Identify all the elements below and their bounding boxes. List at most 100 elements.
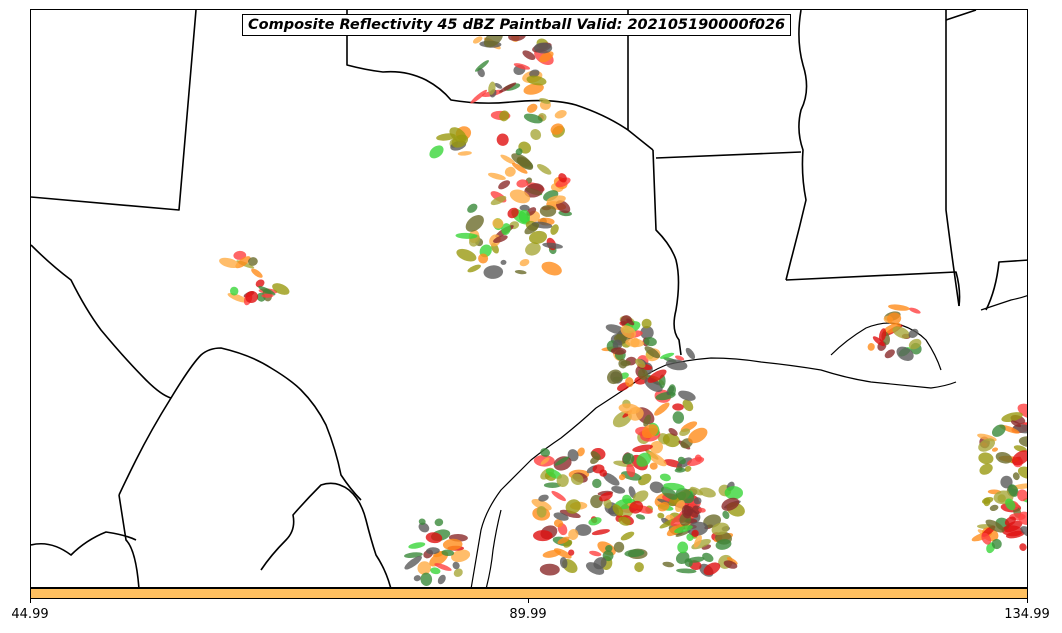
reflectivity-cell: [643, 414, 651, 427]
state-border-la-ms: [785, 271, 961, 307]
colorbar-label-max: 134.99: [1004, 607, 1050, 622]
reflectivity-cell: [1019, 543, 1027, 551]
reflectivity-cell: [429, 551, 449, 567]
reflectivity-cell: [711, 522, 730, 536]
reflectivity-cell: [490, 195, 507, 206]
map-canvas: [31, 10, 1027, 587]
reflectivity-cell: [555, 200, 571, 214]
reflectivity-cell: [672, 411, 685, 424]
colorbar-tick-mid: [528, 599, 529, 603]
reflectivity-cell: [686, 556, 705, 563]
reflectivity-cell: [660, 352, 675, 359]
colorbar-label-mid: 89.99: [509, 607, 547, 622]
reflectivity-cell: [541, 261, 562, 276]
reflectivity-cell: [426, 547, 440, 555]
reflectivity-cell: [637, 368, 649, 380]
reflectivity-cell: [722, 510, 730, 520]
reflectivity-cell: [233, 250, 247, 260]
reflectivity-cell: [668, 384, 677, 396]
state-border-nm-west: [31, 10, 197, 211]
reflectivity-cell: [981, 532, 992, 545]
reflectivity-cell: [413, 575, 421, 582]
reflectivity-cell: [467, 264, 481, 273]
reflectivity-cell: [524, 222, 540, 235]
colorbar-tick-max: [1027, 599, 1028, 603]
reflectivity-cell: [618, 403, 640, 415]
colorbar-label-min: 44.99: [11, 607, 49, 622]
reflectivity-cell: [685, 347, 696, 360]
reflectivity-cell: [565, 499, 581, 514]
reflectivity-cell: [451, 549, 471, 563]
reflectivity-cell: [553, 512, 569, 521]
reflectivity-cell: [554, 456, 569, 466]
reflectivity-cell: [526, 103, 538, 113]
reflectivity-cell: [408, 542, 426, 549]
state-border-tx-panhandle: [346, 10, 654, 151]
reflectivity-cell: [522, 50, 536, 61]
reflectivity-cell: [908, 328, 919, 338]
reflectivity-cell: [991, 538, 1002, 550]
state-border-tx-la: [652, 149, 682, 356]
reflectivity-cell: [488, 81, 496, 95]
reflectivity-cell: [452, 561, 460, 570]
reflectivity-cell: [550, 123, 564, 135]
reflectivity-cell: [524, 183, 544, 198]
reflectivity-cell: [674, 467, 686, 473]
reflectivity-cell: [677, 541, 689, 554]
reflectivity-cell: [672, 403, 684, 411]
reflectivity-cell: [628, 486, 636, 499]
reflectivity-cell: [649, 462, 658, 470]
reflectivity-cell: [632, 444, 653, 453]
reflectivity-cell: [649, 481, 664, 494]
reflectivity-cell: [693, 497, 702, 505]
reflectivity-cell: [539, 205, 557, 217]
reflectivity-cell: [437, 574, 446, 585]
reflectivity-cell: [991, 424, 1006, 437]
reflectivity-cell: [558, 173, 567, 183]
reflectivity-cell: [1010, 420, 1022, 428]
reflectivity-cell: [504, 166, 516, 177]
reflectivity-cell: [618, 474, 626, 481]
reflectivity-cell: [559, 509, 581, 518]
reflectivity-cell: [418, 522, 430, 533]
reflectivity-cell: [591, 529, 610, 536]
reflectivity-cell: [618, 358, 628, 369]
reflectivity-cell: [441, 549, 455, 557]
reflectivity-cell: [675, 487, 695, 504]
reflectivity-cell: [227, 292, 248, 303]
reflectivity-cell: [896, 346, 914, 362]
reflectivity-cell: [559, 557, 568, 569]
reflectivity-cell: [687, 456, 705, 467]
reflectivity-cell: [668, 427, 678, 436]
reflectivity-cell: [1011, 450, 1027, 466]
reflectivity-cell: [487, 172, 506, 181]
reflectivity-cell: [418, 518, 426, 525]
coastline-florida: [980, 295, 1027, 311]
reflectivity-cell: [677, 456, 686, 465]
state-border-al-fl: [985, 259, 1027, 311]
state-border-al-north: [945, 10, 977, 21]
reflectivity-cell: [989, 504, 999, 512]
reflectivity-cell: [570, 473, 584, 485]
reflectivity-cell: [978, 438, 995, 452]
reflectivity-cell: [641, 318, 652, 329]
reflectivity-cell: [620, 325, 637, 339]
reflectivity-cell: [245, 290, 259, 304]
reflectivity-cell: [542, 242, 563, 249]
reflectivity-cell: [888, 304, 910, 311]
reflectivity-cell: [577, 447, 585, 457]
reflectivity-cell: [538, 494, 549, 502]
reflectivity-cell: [663, 482, 685, 491]
reflectivity-cell: [693, 535, 702, 548]
reflectivity-cell: [908, 307, 921, 314]
reflectivity-cell: [500, 154, 516, 165]
reflectivity-cell: [985, 519, 1005, 533]
reflectivity-cell: [603, 498, 612, 509]
reflectivity-cell: [676, 568, 697, 574]
reflectivity-cell: [499, 110, 510, 122]
reflectivity-cell: [542, 549, 561, 558]
reflectivity-cell: [610, 347, 627, 355]
reflectivity-cell: [248, 257, 258, 266]
reflectivity-cell: [534, 42, 553, 54]
reflectivity-cell: [472, 36, 483, 44]
